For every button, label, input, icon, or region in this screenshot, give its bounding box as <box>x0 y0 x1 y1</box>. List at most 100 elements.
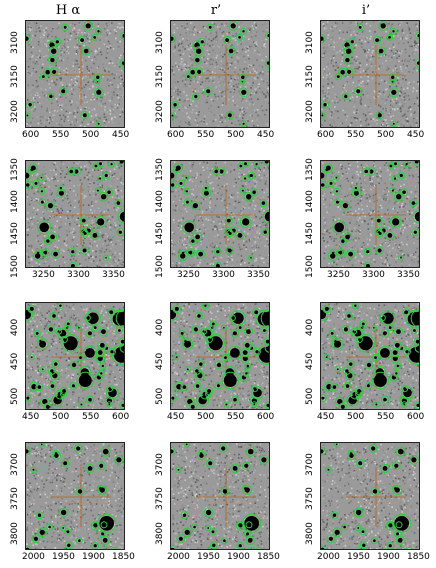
star <box>184 222 194 233</box>
noise-pixel <box>370 65 373 68</box>
noise-pixel <box>117 84 119 87</box>
noise-pixel <box>207 69 209 72</box>
noise-pixel <box>78 22 81 24</box>
noise-pixel <box>41 67 44 69</box>
noise-pixel <box>124 43 125 45</box>
noise-pixel <box>175 204 177 207</box>
noise-pixel <box>61 209 64 212</box>
noise-pixel <box>35 240 38 242</box>
noise-pixel <box>259 82 261 85</box>
noise-pixel <box>342 57 344 60</box>
noise-pixel <box>191 234 193 237</box>
noise-pixel <box>212 68 215 71</box>
noise-pixel <box>220 194 222 197</box>
noise-pixel <box>97 81 99 84</box>
noise-pixel <box>117 164 120 167</box>
noise-pixel <box>400 256 402 258</box>
noise-pixel <box>86 169 89 172</box>
noise-pixel <box>227 42 229 44</box>
noise-pixel <box>336 48 339 51</box>
source-marker <box>206 23 214 32</box>
noise-pixel <box>61 204 63 207</box>
noise-pixel <box>360 66 362 68</box>
noise-pixel <box>55 191 57 194</box>
noise-pixel <box>121 26 123 28</box>
noise-pixel <box>237 191 239 194</box>
noise-pixel <box>116 192 118 195</box>
noise-pixel <box>54 162 56 164</box>
noise-pixel <box>325 101 327 104</box>
noise-pixel <box>223 223 226 226</box>
noise-pixel <box>254 189 257 191</box>
noise-pixel <box>211 211 213 213</box>
noise-pixel <box>390 56 393 59</box>
noise-pixel <box>234 104 236 106</box>
noise-pixel <box>395 85 398 88</box>
noise-pixel <box>191 51 193 53</box>
noise-pixel <box>249 204 252 206</box>
noise-pixel <box>236 41 239 44</box>
noise-pixel <box>200 243 202 246</box>
noise-pixel <box>193 176 196 179</box>
x-tick-label: 450 <box>257 130 275 140</box>
source-marker <box>47 232 58 242</box>
noise-pixel <box>344 84 346 86</box>
star <box>375 38 379 42</box>
noise-pixel <box>178 240 181 243</box>
noise-pixel <box>401 29 403 32</box>
noise-pixel <box>173 23 176 26</box>
noise-pixel <box>393 54 395 57</box>
noise-pixel <box>196 172 199 175</box>
noise-pixel <box>210 111 212 113</box>
noise-pixel <box>174 90 177 93</box>
star <box>345 57 350 63</box>
noise-pixel <box>92 41 95 43</box>
noise-pixel <box>237 77 240 79</box>
noise-pixel <box>66 69 69 71</box>
noise-pixel <box>212 228 214 231</box>
noise-pixel <box>174 243 177 246</box>
noise-pixel <box>117 229 120 232</box>
noise-pixel <box>334 22 337 24</box>
noise-pixel <box>61 124 63 127</box>
noise-pixel <box>84 185 86 188</box>
noise-pixel <box>88 56 90 58</box>
noise-pixel <box>210 263 213 265</box>
noise-pixel <box>62 163 65 165</box>
noise-pixel <box>322 71 324 73</box>
noise-pixel <box>51 227 53 229</box>
source-marker <box>79 227 88 236</box>
noise-pixel <box>266 27 268 30</box>
star <box>344 94 348 99</box>
noise-pixel <box>120 208 122 210</box>
noise-pixel <box>413 51 415 54</box>
noise-pixel <box>387 127 389 128</box>
noise-pixel <box>48 83 50 85</box>
noise-pixel <box>91 72 94 75</box>
noise-pixel <box>265 109 268 111</box>
noise-pixel <box>71 79 74 82</box>
noise-pixel <box>209 173 212 176</box>
noise-pixel <box>355 119 358 122</box>
noise-pixel <box>120 165 123 167</box>
noise-pixel <box>204 115 206 117</box>
noise-pixel <box>244 94 247 97</box>
noise-pixel <box>226 171 229 174</box>
noise-pixel <box>180 219 183 221</box>
noise-pixel <box>174 46 176 49</box>
noise-pixel <box>80 97 83 99</box>
noise-pixel <box>98 235 101 238</box>
noise-pixel <box>245 207 247 209</box>
noise-pixel <box>225 263 228 265</box>
noise-pixel <box>78 261 80 264</box>
noise-pixel <box>203 118 206 120</box>
noise-pixel <box>385 47 387 50</box>
noise-pixel <box>193 80 196 83</box>
noise-pixel <box>93 182 95 184</box>
noise-pixel <box>33 89 36 91</box>
noise-pixel <box>194 196 196 198</box>
noise-pixel <box>187 176 190 179</box>
noise-pixel <box>177 43 180 45</box>
noise-pixel <box>252 83 254 85</box>
noise-pixel <box>200 85 202 88</box>
